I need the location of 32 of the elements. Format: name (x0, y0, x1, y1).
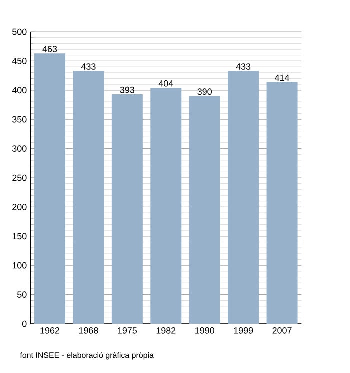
bar (150, 88, 182, 324)
x-tick-label: 1962 (40, 328, 60, 334)
bar (228, 71, 260, 324)
x-tick-label: 1999 (234, 328, 254, 334)
y-tick-label: 400 (12, 87, 27, 94)
data-label: 390 (198, 88, 212, 96)
bar (189, 96, 220, 324)
y-tick-label: 500 (12, 28, 27, 36)
bar (266, 82, 298, 324)
bar (112, 94, 143, 324)
bar (34, 54, 66, 324)
y-tick-label: 200 (12, 204, 27, 210)
y-tick-label: 300 (12, 146, 27, 152)
data-label: 414 (275, 74, 290, 82)
y-tick-label: 250 (12, 174, 27, 182)
y-tick-label: 150 (12, 233, 27, 240)
data-label: 433 (236, 64, 251, 70)
x-tick-label: 1982 (156, 328, 176, 334)
data-label: 404 (158, 80, 174, 87)
y-tick-label: 100 (12, 262, 27, 269)
x-tick-label: 1968 (79, 328, 98, 334)
y-tick-label: 450 (12, 58, 27, 64)
data-label: 393 (120, 86, 135, 94)
x-tick-label: 1990 (196, 328, 214, 334)
x-tick-label: 1975 (118, 328, 138, 334)
data-label: 463 (42, 46, 58, 52)
y-tick-label: 50 (18, 292, 27, 298)
y-tick-label: 0 (22, 320, 27, 328)
x-tick-label: 2007 (272, 328, 292, 334)
bar (73, 71, 104, 324)
y-tick-label: 350 (12, 116, 27, 123)
data-label: 433 (81, 64, 96, 70)
